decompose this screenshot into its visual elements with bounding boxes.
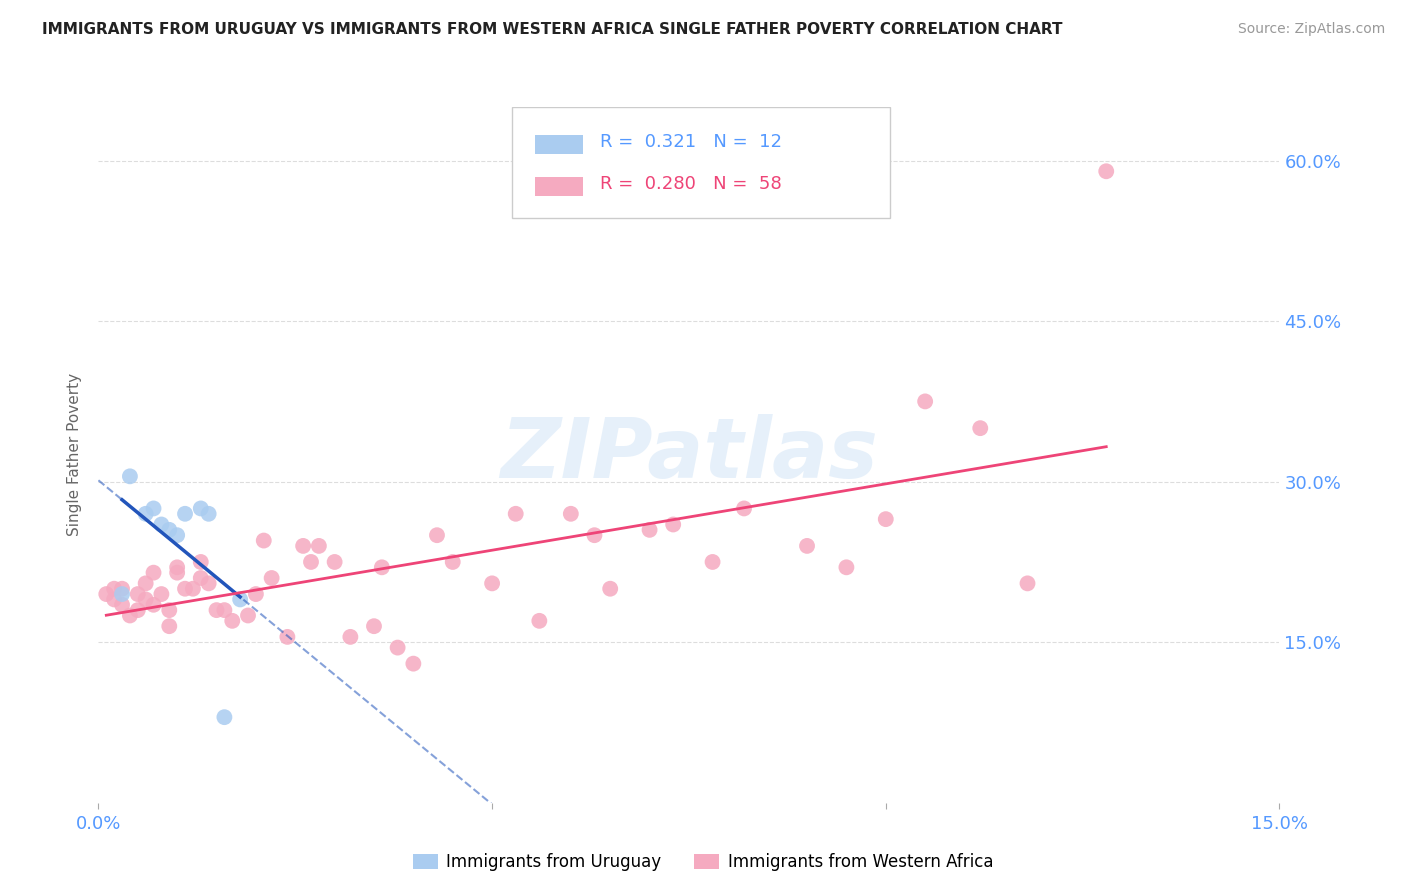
Point [190,571,212,585]
Point [135,576,157,591]
Point [875,512,897,526]
Text: R =  0.280   N =  58: R = 0.280 N = 58 [600,175,782,193]
Text: Source: ZipAtlas.com: Source: ZipAtlas.com [1237,22,1385,37]
Text: IMMIGRANTS FROM URUGUAY VS IMMIGRANTS FROM WESTERN AFRICA SINGLE FATHER POVERTY : IMMIGRANTS FROM URUGUAY VS IMMIGRANTS FR… [42,22,1063,37]
Legend: Immigrants from Uruguay, Immigrants from Western Africa: Immigrants from Uruguay, Immigrants from… [405,845,1001,880]
Point [174,582,197,596]
Point [276,630,298,644]
Point [118,469,141,483]
Bar [536,177,582,196]
Point [638,523,661,537]
Point [166,566,188,580]
Point [181,582,204,596]
Point [253,533,276,548]
Point [205,603,228,617]
Point [560,507,582,521]
Point [103,592,125,607]
Point [111,598,134,612]
Point [236,608,259,623]
Point [371,560,394,574]
Point [323,555,346,569]
Point [292,539,315,553]
Bar [536,135,582,154]
Point [363,619,385,633]
Point [142,598,165,612]
Point [197,576,219,591]
Text: ZIPatlas: ZIPatlas [501,415,877,495]
Point [245,587,267,601]
Point [796,539,818,553]
Point [96,587,118,601]
Point [260,571,283,585]
Point [135,592,157,607]
Y-axis label: Single Father Poverty: Single Father Poverty [67,374,83,536]
Point [214,710,236,724]
Point [150,517,173,532]
Point [426,528,449,542]
Point [166,560,188,574]
Point [481,576,503,591]
Point [157,523,180,537]
Point [157,619,180,633]
Point [529,614,551,628]
Point [914,394,936,409]
Point [583,528,606,542]
Point [339,630,361,644]
Point [166,528,188,542]
Point [103,582,125,596]
Point [702,555,724,569]
Point [190,555,212,569]
Point [1017,576,1039,591]
Point [969,421,991,435]
Point [127,587,149,601]
Point [150,587,173,601]
Point [111,582,134,596]
Point [142,566,165,580]
Point [402,657,425,671]
Point [157,603,180,617]
Point [308,539,330,553]
Point [127,603,149,617]
Point [733,501,755,516]
Point [299,555,322,569]
Point [135,507,157,521]
Point [662,517,685,532]
Text: R =  0.321   N =  12: R = 0.321 N = 12 [600,133,782,151]
Point [142,501,165,516]
Point [599,582,621,596]
Point [174,507,197,521]
Point [1095,164,1118,178]
Point [505,507,527,521]
Point [387,640,409,655]
Point [111,587,134,601]
Point [197,507,219,521]
Point [835,560,858,574]
Point [118,608,141,623]
FancyBboxPatch shape [512,107,890,219]
Point [229,592,252,607]
Point [221,614,243,628]
Point [441,555,464,569]
Point [214,603,236,617]
Point [190,501,212,516]
